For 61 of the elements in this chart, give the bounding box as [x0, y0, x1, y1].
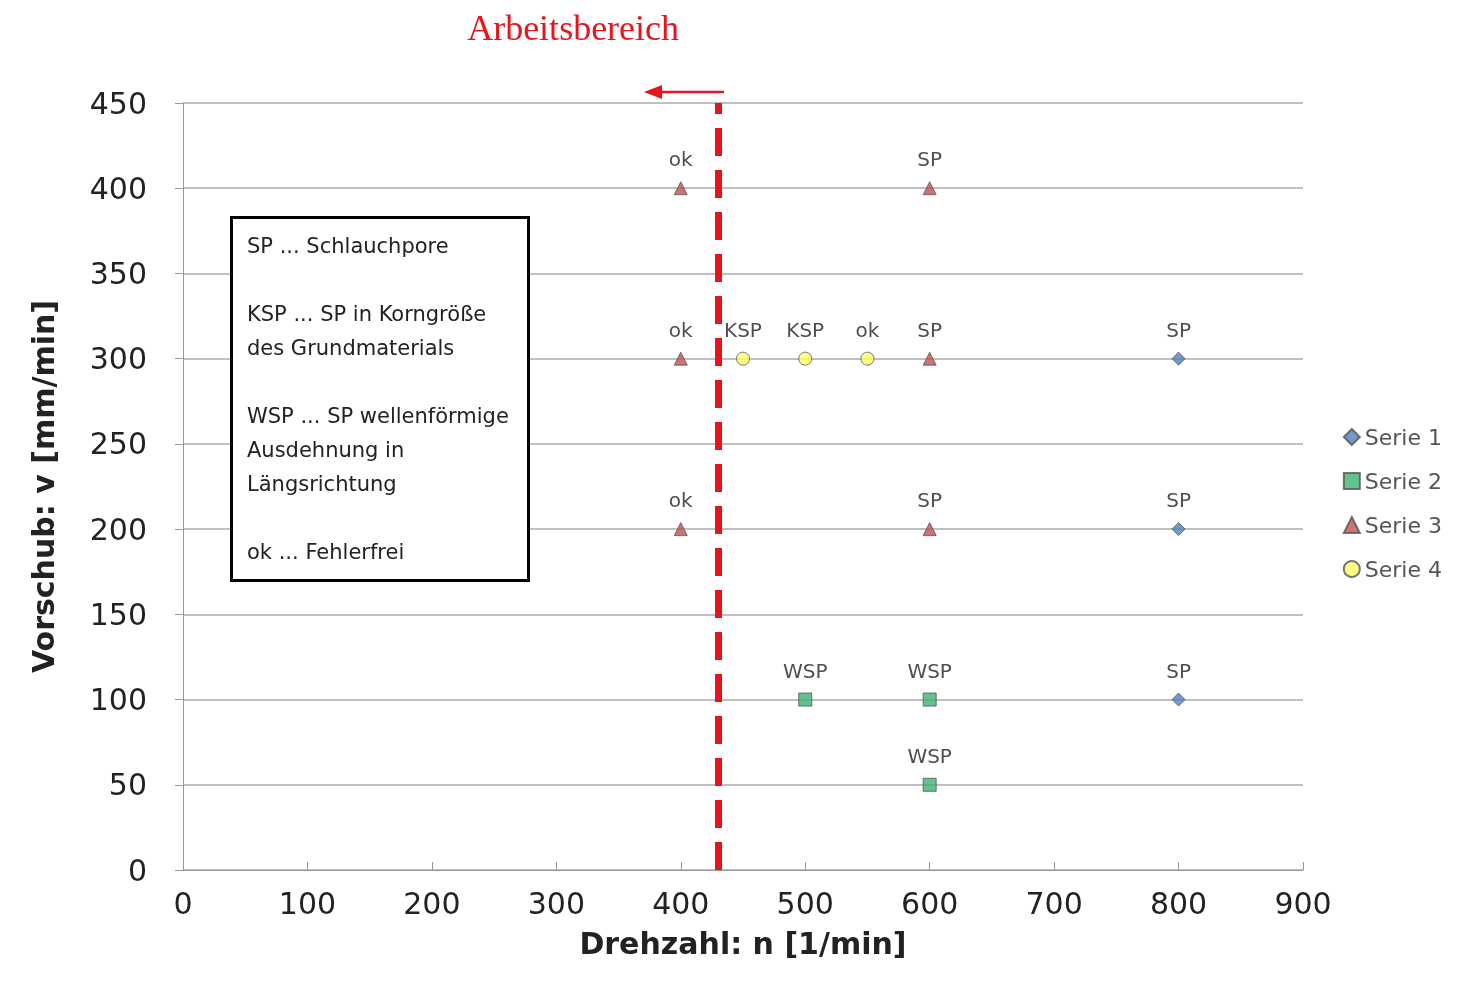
annotation: WSP ... SP wellenförmige Ausdehnung in Längsrichtung — [247, 403, 510, 498]
y-tick-label: 50 — [108, 767, 147, 803]
data-label: ok — [668, 147, 694, 172]
y-tick-label: 0 — [127, 852, 147, 888]
x-tick-label: 100 — [278, 885, 337, 921]
y-axis-title: Vorschub: v [mm/min] — [25, 299, 61, 674]
point — [798, 692, 813, 707]
data-label: KSP — [786, 317, 825, 342]
point — [1171, 351, 1186, 366]
y-tick-label: 250 — [89, 426, 147, 462]
point — [922, 777, 937, 792]
point — [922, 692, 937, 707]
y-tick-label: 100 — [89, 682, 147, 718]
ref-line-label: Arbeitsbereich — [467, 8, 680, 48]
data-label: WSP — [907, 743, 952, 768]
point — [922, 522, 937, 537]
y-tick-label: 450 — [89, 85, 147, 121]
point — [860, 351, 875, 366]
x-tick-label: 800 — [1149, 885, 1208, 921]
point — [1171, 692, 1186, 707]
data-label: SP — [917, 147, 943, 172]
x-tick-label: 0 — [173, 885, 193, 921]
point — [922, 351, 937, 366]
data-label: SP — [917, 317, 943, 342]
y-tick-label: 350 — [89, 255, 147, 291]
data-label: KSP — [724, 317, 762, 342]
x-tick-label: 200 — [403, 885, 461, 921]
point — [673, 351, 688, 366]
point — [1171, 522, 1186, 537]
point — [922, 181, 937, 196]
data-label: SP — [917, 488, 943, 513]
x-tick-label: 400 — [652, 885, 710, 921]
point — [673, 522, 688, 537]
x-tick-label: 600 — [901, 885, 959, 921]
y-tick-label: 300 — [89, 341, 147, 377]
x-tick-label: 500 — [776, 885, 834, 921]
data-label: SP — [1166, 317, 1191, 342]
data-label: ok — [668, 488, 694, 513]
data-label: ok — [855, 317, 880, 342]
y-tick-label: 400 — [89, 170, 147, 206]
y-tick-label: 200 — [89, 511, 147, 547]
data-label: SP — [1166, 488, 1191, 513]
data-label: SP — [1166, 658, 1191, 683]
y-tick-label: 150 — [89, 596, 147, 632]
x-axis-title: Drehzahl: n [1/min] — [579, 925, 907, 961]
x-tick-label: 900 — [1274, 885, 1332, 921]
point — [673, 181, 688, 196]
x-tick-label: 700 — [1025, 885, 1083, 921]
point — [798, 351, 813, 366]
data-label: WSP — [907, 658, 952, 683]
x-tick-label: 300 — [527, 885, 585, 921]
annotation: SP ... Schlauchpore — [247, 233, 450, 260]
annotation: KSP ... SP in Korngröße des Grundmaterials — [247, 301, 488, 362]
annotation: ok ... Fehlerfrei — [247, 539, 406, 566]
point — [736, 351, 750, 366]
legend-label: Serie 2 — [1364, 468, 1442, 494]
legend-label: Serie 1 — [1364, 424, 1442, 450]
legend-label: Serie 3 — [1364, 512, 1442, 538]
data-label: WSP — [782, 658, 828, 683]
data-label: ok — [668, 317, 694, 342]
legend-label: Serie 4 — [1364, 556, 1442, 582]
